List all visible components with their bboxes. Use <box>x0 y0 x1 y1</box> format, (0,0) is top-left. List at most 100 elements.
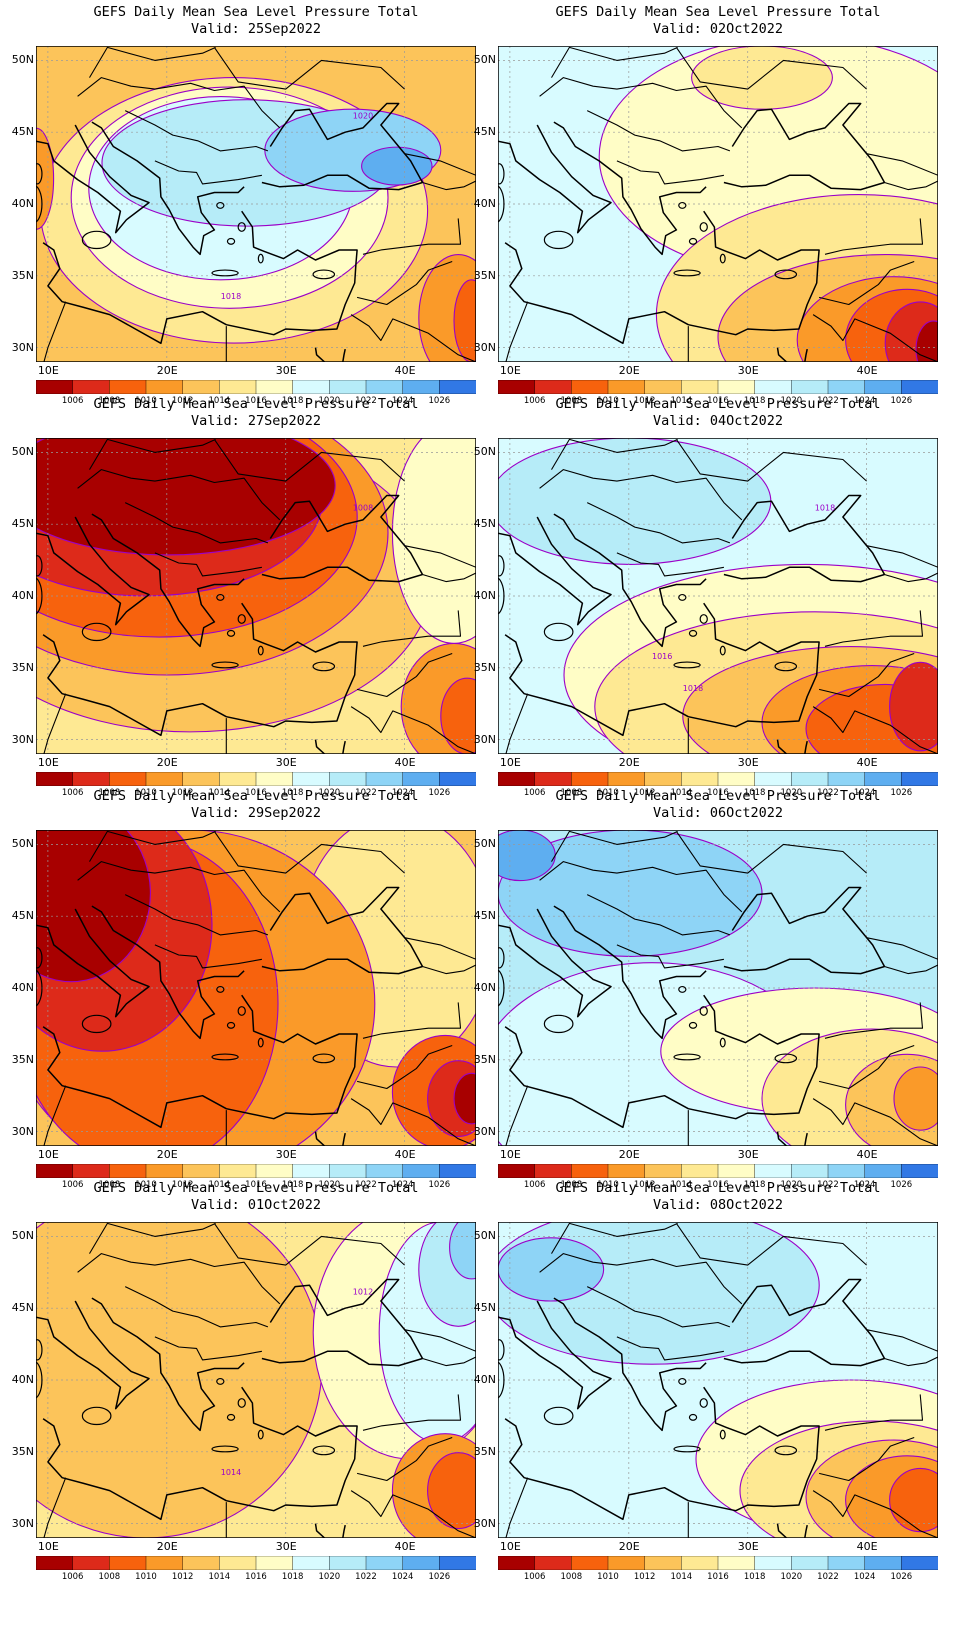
longitude-label: 30E <box>275 364 297 377</box>
contour-label: 1012 <box>353 1288 373 1297</box>
map-panel: GEFS Daily Mean Sea Level Pressure Total… <box>0 1176 482 1586</box>
map-title: GEFS Daily Mean Sea Level Pressure Total <box>555 1180 881 1196</box>
country-border <box>551 830 678 862</box>
colorbar <box>498 772 938 786</box>
colorbar-swatch <box>864 1556 903 1570</box>
pressure-contour-area <box>915 320 938 362</box>
country-border <box>675 1223 867 1266</box>
country-border <box>124 1286 269 1328</box>
latitude-label: 40N <box>11 1373 34 1386</box>
coastline <box>723 174 885 191</box>
latitude-label: 50N <box>473 53 496 67</box>
country-border <box>675 47 867 90</box>
coastline <box>553 905 707 1040</box>
island-outline <box>216 985 225 993</box>
country-border <box>884 544 938 583</box>
country-border <box>586 894 731 936</box>
coastline <box>731 494 886 575</box>
latitude-label: 45N <box>11 125 34 139</box>
longitude-label: 40E <box>394 756 416 769</box>
latitude-label: 40N <box>473 197 496 210</box>
island-outline <box>543 622 574 642</box>
map-title: GEFS Daily Mean Sea Level Pressure Total <box>93 4 419 20</box>
colorbar-label: 1016 <box>707 1180 729 1190</box>
contour-label: 1014 <box>221 1468 241 1477</box>
pressure-contour-area <box>893 1066 938 1131</box>
country-border <box>350 1098 476 1146</box>
island-outline <box>237 614 246 624</box>
country-border <box>43 1477 67 1538</box>
colorbar-label: 1026 <box>428 1180 451 1190</box>
colorbar-swatch <box>901 380 938 394</box>
island-outline <box>36 1339 43 1361</box>
colorbar-label: 1018 <box>743 396 766 406</box>
island-outline <box>226 629 236 637</box>
country-border <box>43 1085 67 1146</box>
island-outline <box>719 1429 726 1440</box>
country-border <box>213 47 405 90</box>
colorbar-swatch <box>534 1556 573 1570</box>
island-outline <box>237 1006 246 1016</box>
colorbar-label: 1018 <box>281 788 304 798</box>
latitude-label: 30N <box>11 340 34 354</box>
coastline <box>261 1350 423 1367</box>
country-border <box>404 153 476 176</box>
island-outline <box>36 1361 43 1399</box>
latitude-label: 50N <box>11 1229 34 1243</box>
map-panel: GEFS Daily Mean Sea Level Pressure Total… <box>462 1176 944 1586</box>
colorbar-swatch <box>439 772 476 786</box>
map-title: GEFS Daily Mean Sea Level Pressure Total <box>93 396 419 412</box>
island-outline <box>81 230 112 250</box>
island-outline <box>211 1445 239 1453</box>
coastline <box>314 1523 346 1538</box>
pressure-contour-area <box>498 438 772 565</box>
island-outline <box>699 222 708 232</box>
colorbar-label: 1026 <box>428 788 451 798</box>
country-border <box>505 693 529 754</box>
island-outline <box>678 201 687 209</box>
latitude-label: 45N <box>11 1301 34 1315</box>
island-outline <box>498 947 505 969</box>
colorbar-label: 1010 <box>597 1572 619 1582</box>
colorbar-swatch <box>145 1556 184 1570</box>
colorbar-label: 1022 <box>817 1180 839 1190</box>
country-border <box>818 1044 915 1090</box>
latitude-label: 45N <box>473 517 496 531</box>
pressure-map <box>36 830 476 1146</box>
pressure-map <box>498 46 938 362</box>
country-border <box>213 831 405 874</box>
island-outline <box>257 1037 264 1048</box>
longitude-label: 30E <box>275 1540 297 1553</box>
colorbar-label: 1024 <box>391 396 414 406</box>
country-border <box>356 652 453 698</box>
colorbar-swatch <box>365 1556 404 1570</box>
colorbar-label: 1018 <box>281 1572 304 1582</box>
island-outline <box>498 1361 505 1399</box>
longitude-label: 20E <box>618 1148 640 1161</box>
country-border <box>824 1394 924 1431</box>
colorbar-swatch <box>571 1556 609 1570</box>
coastline <box>553 121 707 256</box>
island-outline <box>699 1006 708 1016</box>
colorbar-label: 1008 <box>560 1572 583 1582</box>
colorbar-label: 1022 <box>355 396 377 406</box>
country-border <box>866 1329 938 1352</box>
colorbar-swatch <box>36 1556 74 1570</box>
coastline <box>731 886 886 967</box>
colorbar-swatch <box>255 1556 294 1570</box>
longitude-label: 20E <box>156 756 178 769</box>
colorbar <box>36 1556 476 1570</box>
coastline <box>42 1386 358 1521</box>
longitude-label: 10E <box>37 1540 59 1553</box>
country-border <box>812 1490 938 1538</box>
colorbar-label: 1014 <box>670 1572 693 1582</box>
pressure-map: 1018 1018 1016 <box>498 438 938 754</box>
coastline <box>36 908 150 1018</box>
latitude-label: 30N <box>473 340 496 354</box>
latitude-label: 50N <box>11 53 34 67</box>
coastline <box>36 124 150 234</box>
country-border <box>812 1098 938 1146</box>
colorbar <box>498 380 938 394</box>
coastline <box>91 905 245 1040</box>
island-outline <box>498 185 505 223</box>
